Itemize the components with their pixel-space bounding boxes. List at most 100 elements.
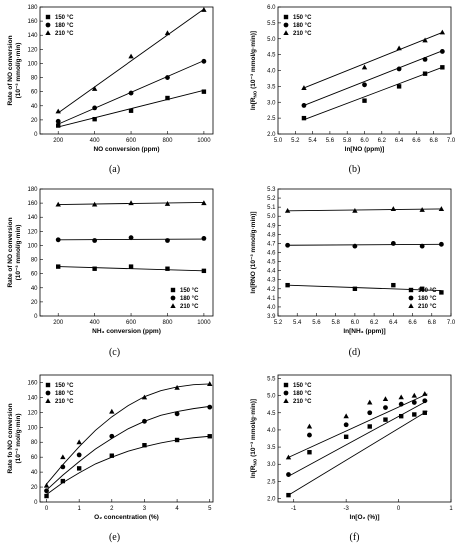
panel-caption: (c) bbox=[109, 347, 120, 358]
y-tick-label: 120 bbox=[27, 47, 38, 53]
plot-frame bbox=[39, 6, 214, 135]
y-tick-label: 4.3 bbox=[267, 278, 276, 284]
y-tick-label: 60 bbox=[31, 455, 38, 461]
data-point bbox=[141, 394, 148, 400]
data-point bbox=[419, 243, 425, 249]
y-axis-label: Rate of NO conversion bbox=[7, 35, 14, 105]
data-point bbox=[390, 206, 397, 211]
data-point bbox=[307, 450, 312, 455]
x-tick-label: 200 bbox=[53, 138, 64, 144]
data-point bbox=[306, 423, 313, 429]
y-tick-label: 100 bbox=[27, 243, 38, 249]
x-tick-label: 5.0 bbox=[274, 138, 283, 144]
y-tick-label: 3.9 bbox=[267, 314, 276, 320]
data-point bbox=[419, 207, 425, 212]
data-point bbox=[201, 268, 207, 274]
data-point bbox=[422, 410, 427, 415]
legend-label: 180 °C bbox=[180, 296, 199, 302]
y-tick-label: 120 bbox=[27, 410, 38, 416]
x-tick-label: 1000 bbox=[197, 320, 211, 326]
y-tick-label: 2.5 bbox=[267, 116, 276, 122]
data-point bbox=[422, 37, 428, 43]
data-point bbox=[109, 453, 115, 458]
legend-label: 150 °C bbox=[180, 288, 199, 294]
y-tick-label: 6.0 bbox=[267, 5, 276, 11]
legend-label: 180 °C bbox=[293, 23, 312, 29]
chart-panel-2: 5.0 5.2 5.4 5.6 5.8 6.0 6.2 6.4 6.6 6.8 7.0 2.0 2.5 3… bbox=[250, 5, 455, 175]
data-point bbox=[76, 452, 82, 458]
x-tick-label: -1 bbox=[291, 506, 297, 512]
data-point bbox=[164, 30, 171, 36]
legend-label: 210 °C bbox=[293, 399, 312, 405]
data-point bbox=[301, 115, 307, 121]
data-point bbox=[285, 242, 291, 248]
y-tick-label: 80 bbox=[31, 76, 38, 82]
x-tick-label: 5.2 bbox=[291, 138, 300, 144]
x-tick-label: 400 bbox=[90, 138, 101, 144]
data-point bbox=[352, 243, 358, 249]
x-tick-label: 5.8 bbox=[343, 138, 352, 144]
legend-marker bbox=[283, 382, 289, 388]
legend-label: 180 °C bbox=[418, 296, 437, 302]
data-point bbox=[142, 418, 147, 424]
legend-label: 180 °C bbox=[55, 391, 74, 397]
legend-marker bbox=[45, 382, 51, 388]
y-tick-label: 180 bbox=[27, 5, 38, 11]
legend-marker bbox=[170, 303, 176, 308]
x-axis-label: O₂ concentration (%) bbox=[94, 514, 159, 521]
x-tick-label: 6.8 bbox=[430, 138, 439, 144]
panel-caption: (e) bbox=[109, 532, 120, 543]
y-tick-label: 100 bbox=[27, 425, 38, 431]
y-tick-label: 100 bbox=[27, 61, 38, 67]
x-tick-label: 200 bbox=[53, 320, 64, 326]
data-point bbox=[422, 56, 428, 62]
data-point bbox=[396, 66, 402, 72]
data-point bbox=[174, 384, 180, 390]
chart-panel-5: 0 1 2 3 4 5 0 20 40 60 80 100 120 140 160 O₂ concentrat… bbox=[7, 374, 214, 543]
x-tick-label: 1000 bbox=[197, 138, 211, 144]
data-point bbox=[174, 437, 180, 443]
data-point bbox=[165, 75, 170, 80]
legend-marker bbox=[283, 398, 289, 403]
x-tick-label: 0 bbox=[397, 506, 401, 512]
y-tick-label: 20 bbox=[31, 485, 38, 491]
data-point bbox=[284, 207, 291, 213]
fit-line-2 bbox=[303, 50, 443, 106]
data-point bbox=[109, 408, 115, 414]
x-tick-label: 6.2 bbox=[370, 320, 379, 326]
data-point bbox=[285, 454, 292, 460]
data-point bbox=[92, 105, 98, 111]
x-axis-label: ln[NO (ppm)] bbox=[345, 146, 385, 153]
y-tick-label: 4.1 bbox=[267, 296, 276, 302]
y-tick-label: 5.0 bbox=[267, 214, 276, 220]
data-point bbox=[55, 237, 61, 243]
data-point bbox=[367, 410, 373, 416]
data-point bbox=[383, 405, 388, 411]
data-point bbox=[56, 123, 61, 128]
fit-line-2 bbox=[287, 243, 442, 246]
fit-line-1 bbox=[46, 435, 210, 495]
y-tick-label: 3.0 bbox=[267, 462, 276, 468]
data-point bbox=[367, 424, 372, 429]
legend-label: 210 °C bbox=[418, 304, 437, 310]
y-tick-label: 0 bbox=[34, 500, 38, 506]
y-tick-label: 40 bbox=[31, 286, 38, 292]
x-tick-label: 1 bbox=[77, 506, 81, 512]
chart-panel-1: 200 400 600 800 1000 0 20 40 60 80 100 120 140 160 180… bbox=[7, 5, 214, 175]
data-point bbox=[128, 200, 134, 206]
data-point bbox=[91, 201, 98, 207]
x-tick-label: -3 bbox=[343, 506, 349, 512]
data-point bbox=[390, 241, 396, 246]
data-point bbox=[92, 238, 98, 243]
data-point bbox=[201, 58, 207, 64]
y-axis-label: ln[RNO (10⁻³ mmol/g·min)] bbox=[250, 399, 258, 478]
data-point bbox=[391, 282, 396, 288]
y-tick-label: 5.5 bbox=[267, 21, 276, 27]
x-tick-label: 6.2 bbox=[378, 138, 387, 144]
y-tick-label: 160 bbox=[27, 201, 38, 207]
y-tick-label: 0 bbox=[34, 132, 38, 138]
x-axis-label: NO conversion (ppm) bbox=[93, 146, 159, 153]
data-point bbox=[201, 89, 207, 94]
legend-marker bbox=[408, 303, 414, 308]
